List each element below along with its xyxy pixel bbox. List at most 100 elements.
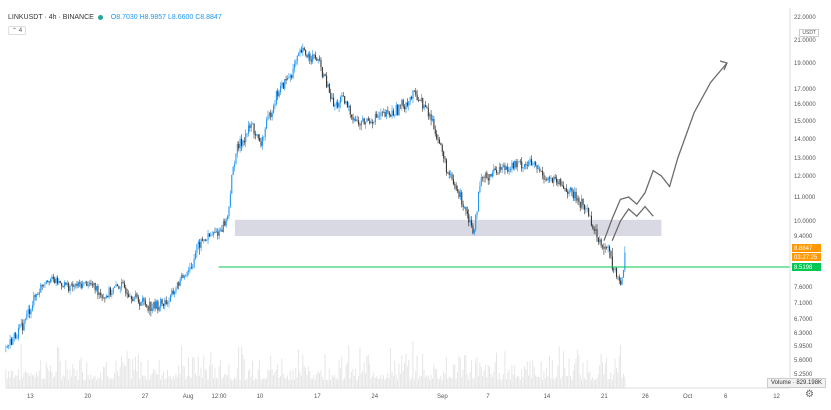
volume-bar (306, 374, 308, 388)
candle-body (121, 281, 123, 288)
volume-bar (282, 374, 284, 388)
volume-bar (157, 374, 159, 388)
candle-body (291, 75, 293, 78)
candle-body (569, 187, 572, 191)
candle-body (274, 103, 276, 106)
candle-body (116, 284, 119, 287)
candle-body (96, 286, 98, 291)
volume-bar (148, 379, 150, 388)
currency-badge[interactable]: USDT (799, 29, 819, 37)
volume-bar (121, 355, 123, 388)
candle-body (504, 165, 506, 170)
candle-body (41, 284, 43, 287)
volume-bar (208, 366, 210, 388)
volume-bar (122, 362, 124, 388)
indicator-count-badge[interactable]: ⌃ 4 (8, 26, 27, 35)
volume-bar (229, 378, 231, 388)
volume-bar (253, 379, 255, 388)
volume-bar (266, 378, 267, 388)
candle-body (278, 92, 280, 97)
volume-bar (215, 377, 217, 388)
symbol-label: LINKUSDT · 4h · BINANCE (8, 14, 94, 21)
volume-bar (420, 375, 422, 388)
candle-body (73, 285, 75, 287)
volume-bar (52, 377, 54, 388)
candle-body (112, 287, 114, 293)
candle-body (38, 292, 40, 295)
candle-body (13, 333, 15, 338)
candle-body (89, 282, 91, 285)
candle-body (507, 166, 509, 172)
volume-bar (275, 369, 277, 388)
volume-bar (487, 365, 489, 388)
candle-body (346, 101, 349, 108)
volume-bar (339, 368, 341, 388)
volume-bar (240, 346, 242, 388)
volume-bar (539, 377, 541, 388)
candle-body (203, 239, 205, 241)
candle-body (334, 104, 336, 107)
volume-bar (335, 378, 337, 388)
candle-body (576, 198, 579, 201)
time-axis-label: 12 (773, 394, 780, 400)
candle-body (374, 113, 376, 123)
volume-bar (77, 379, 79, 388)
volume-bar (523, 366, 525, 388)
candle-body (139, 302, 141, 306)
candle-body (604, 246, 606, 249)
candle-body (153, 301, 155, 309)
candle-body (178, 282, 180, 286)
volume-bar (162, 371, 164, 388)
volume-bar (151, 373, 153, 388)
volume-bar (9, 377, 11, 388)
volume-bar (132, 358, 134, 388)
volume-bar (412, 341, 414, 388)
volume-bar (137, 354, 139, 388)
candle-body (427, 108, 429, 117)
volume-bar (221, 378, 223, 388)
volume-bar (404, 362, 405, 388)
volume-bar (352, 369, 354, 388)
candle-body (31, 305, 33, 311)
candle-body (295, 61, 297, 64)
candle-body (529, 159, 531, 162)
volume-bar (327, 379, 329, 388)
volume-bar (341, 356, 343, 388)
gear-icon[interactable]: ⚙ (805, 389, 814, 400)
volume-bar (93, 377, 95, 388)
volume-bar (437, 378, 439, 388)
volume-bar (504, 351, 506, 388)
volume-bar (444, 374, 446, 388)
volume-bar (367, 355, 369, 388)
volume-bar (245, 379, 247, 388)
candle-body (372, 121, 374, 124)
candle-body (405, 102, 407, 110)
candle-body (128, 294, 130, 297)
candle-body (97, 286, 99, 296)
volume-bar (511, 364, 513, 388)
time-axis-label: 13 (27, 394, 34, 400)
candle-body (286, 77, 289, 81)
candle-body (186, 272, 188, 276)
candle-body (551, 177, 553, 183)
volume-bar (489, 366, 491, 388)
time-axis-label: Sep (437, 394, 448, 400)
time-axis-label: 12:00 (212, 394, 228, 400)
candle-body (447, 172, 449, 173)
volume-bar (493, 371, 495, 388)
candle-body (565, 188, 567, 192)
candle-body (423, 105, 425, 109)
candle-body (100, 292, 102, 296)
candle-body (231, 175, 233, 194)
candle-body (261, 137, 263, 146)
volume-bar (537, 376, 539, 388)
candle-body (582, 198, 584, 205)
volume-bar (373, 371, 375, 388)
volume-bar (466, 374, 468, 388)
candle-body (243, 140, 245, 143)
candle-body (348, 105, 350, 108)
candle-body (109, 287, 112, 295)
candle-body (221, 229, 223, 232)
volume-bar (426, 375, 428, 388)
